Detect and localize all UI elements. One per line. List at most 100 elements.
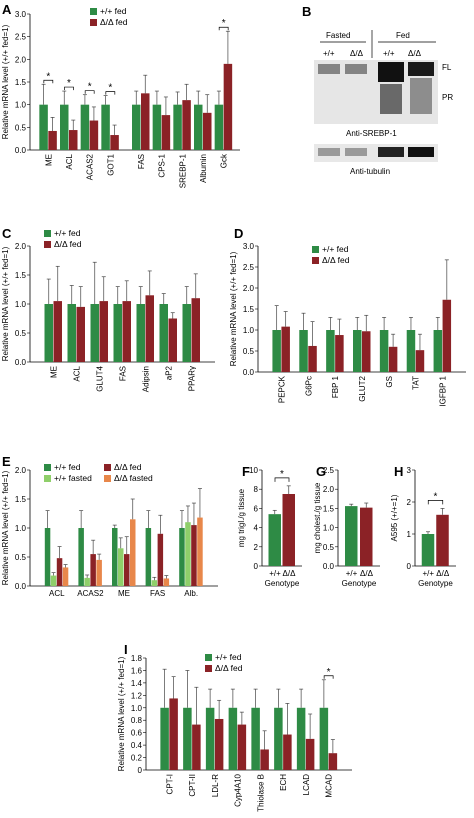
- y-tick-label-E: 0.0: [15, 582, 27, 591]
- y-tick-label-F: 8: [254, 485, 259, 494]
- bar-E-FAS: [157, 533, 164, 586]
- y-tick-label-G: 1.5: [323, 504, 335, 513]
- bar-E-ACAS2: [90, 554, 96, 586]
- significance-star-F: *: [280, 469, 284, 480]
- blot-lane-4: Δ/Δ: [408, 49, 422, 58]
- bar-I-ECH: [283, 734, 292, 770]
- y-tick-label-C: 0.0: [15, 358, 27, 367]
- x-tick-label-E: ACL: [49, 589, 65, 598]
- y-tick-label-I: 1.4: [131, 679, 143, 688]
- bar-E-FAS: [163, 578, 170, 586]
- y-tick-label-A: 1.5: [15, 78, 27, 87]
- y-tick-label-G: 0.5: [323, 543, 335, 552]
- x-tick-label-D: TAT: [412, 376, 421, 390]
- bar-E-ACL: [50, 575, 57, 586]
- bar-A-GOT1: [101, 104, 110, 150]
- bar-D-G6Pc: [308, 345, 317, 372]
- bar-E-Alb.: [197, 517, 203, 586]
- y-tick-label-F: 2: [254, 543, 259, 552]
- x-tick-label-C: ME: [50, 366, 59, 378]
- x-tick-label-C: GLUT4: [96, 365, 105, 391]
- x-tick-label-A: ACAS2: [86, 153, 95, 180]
- panel-label-C: C: [2, 226, 12, 241]
- y-tick-label-E: 1.0: [15, 524, 27, 533]
- y-tick-label-D: 2.0: [243, 284, 255, 293]
- y-tick-label-I: 1.0: [131, 704, 143, 713]
- y-tick-label-G: 2.5: [323, 466, 335, 475]
- bar-C-FAS: [122, 301, 131, 362]
- x-tick-label-C: PPARγ: [188, 366, 197, 391]
- y-tick-label-D: 2.5: [243, 263, 255, 272]
- legend-swatch-C: [44, 241, 51, 248]
- bar-I-CPT-II: [183, 707, 192, 770]
- legend-swatch-A: [90, 19, 97, 26]
- x-tick-label-F: Δ/Δ: [283, 569, 297, 578]
- y-tick-label-F: 0: [254, 562, 259, 571]
- bar-I-MCAD: [319, 707, 329, 770]
- legend-swatch-E: [44, 475, 51, 482]
- bar-I-Thiolase B: [251, 707, 260, 770]
- bar-I-ECH: [274, 707, 283, 770]
- y-tick-label-H: 1: [407, 530, 412, 539]
- bar-C-aP2: [159, 304, 168, 362]
- y-axis-label-H: A595 (+/+=1): [390, 494, 399, 541]
- bar-E-ACAS2: [84, 577, 90, 586]
- bar-E-ME: [130, 519, 136, 586]
- x-tick-label-I: Thiolase B: [256, 774, 265, 812]
- bar-C-PPARγ: [182, 304, 191, 362]
- legend-label-E: +/+ fed: [54, 462, 81, 472]
- x-tick-label-E: FAS: [150, 589, 165, 598]
- legend-label-E: Δ/Δ fed: [114, 462, 142, 472]
- legend-swatch-E: [104, 475, 111, 482]
- y-tick-label-H: 2: [407, 498, 412, 507]
- blot-header-fed: Fed: [396, 31, 410, 40]
- x-tick-label-D: G6Pc: [304, 376, 313, 396]
- x-tick-label-D: GLUT2: [358, 375, 367, 401]
- significance-bracket-H: [427, 500, 444, 505]
- x-axis-label-G: Genotype: [342, 579, 377, 588]
- legend-label-A: +/+ fed: [100, 6, 127, 16]
- y-tick-label-C: 1.5: [15, 271, 27, 280]
- significance-bracket-I-MCAD: [323, 675, 334, 679]
- bar-C-FAS: [113, 304, 122, 362]
- bar-I-CPT-II: [192, 724, 201, 770]
- bar-E-ACL: [56, 558, 63, 586]
- bar-E-FAS: [145, 528, 152, 586]
- x-tick-label-E: ME: [118, 589, 130, 598]
- y-tick-label-H: 3: [407, 466, 412, 475]
- bar-A-ME: [48, 130, 57, 150]
- significance-star-A-Gck: *: [222, 18, 226, 29]
- bar-C-PPARγ: [191, 298, 200, 362]
- bar-C-ACL: [67, 304, 76, 362]
- y-tick-label-D: 1.5: [243, 305, 255, 314]
- bar-E-ME: [124, 554, 130, 586]
- y-axis-label-I: Relative mRNA level (+/+ fed=1): [117, 656, 126, 771]
- bar-I-LCAD: [305, 738, 315, 770]
- bar-E-FAS: [151, 580, 158, 586]
- y-tick-label-D: 0.5: [243, 347, 255, 356]
- bar-D-FBP 1: [326, 330, 335, 372]
- bar-A-ACAS2: [80, 104, 90, 150]
- y-tick-label-E: 0.5: [15, 553, 27, 562]
- bar-C-ME: [44, 304, 53, 362]
- x-tick-label-C: Adipsin: [142, 366, 151, 392]
- y-tick-label-H: 0: [407, 562, 412, 571]
- bar-C-GLUT4: [90, 304, 99, 362]
- panel-label-F: F: [242, 464, 250, 479]
- blot-band-1: [318, 64, 340, 74]
- bar-C-aP2: [168, 318, 177, 362]
- legend-swatch-E: [44, 464, 51, 471]
- x-tick-label-H: Δ/Δ: [436, 569, 450, 578]
- y-axis-label-G: mg cholest./g tissue: [313, 482, 322, 553]
- bar-D-IGFBP 1: [442, 299, 452, 372]
- bar-E-Alb.: [179, 528, 185, 586]
- x-tick-label-I: ECH: [279, 774, 288, 791]
- legend-swatch-D: [312, 257, 319, 264]
- y-tick-label-I: 0.2: [131, 754, 143, 763]
- tubulin-band-4: [408, 147, 434, 157]
- bar-A-GOT1: [110, 135, 119, 150]
- bar-E-ME: [112, 528, 118, 586]
- bar-A-SREBP-1: [173, 104, 182, 150]
- significance-star-A-ACAS2: *: [88, 82, 92, 93]
